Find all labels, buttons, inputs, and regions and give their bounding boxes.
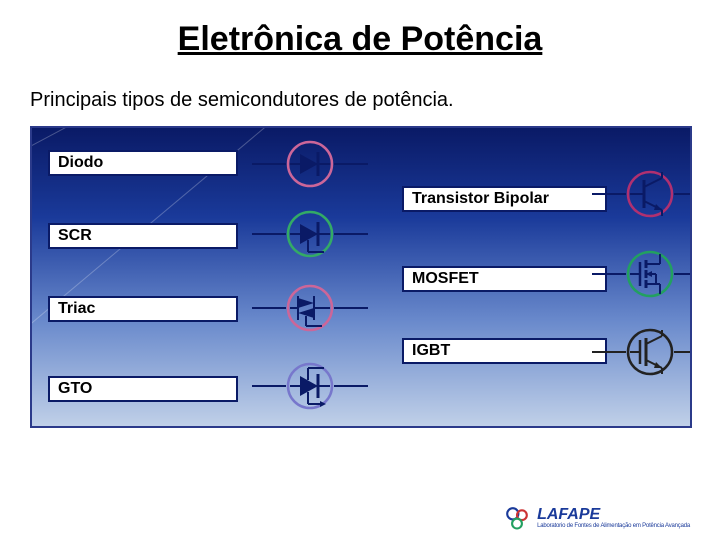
logo: LAFAPE Laboratorio de Fontes de Alimenta…	[503, 504, 690, 532]
right-label-transistor-bipolar: Transistor Bipolar	[402, 186, 607, 212]
bjt-symbol-icon	[626, 170, 674, 218]
left-label-scr: SCR	[48, 223, 238, 249]
gto-symbol-icon	[286, 362, 334, 410]
right-label-mosfet: MOSFET	[402, 266, 607, 292]
triac-symbol-icon	[286, 284, 334, 332]
scr-symbol-icon	[286, 210, 334, 258]
left-label-triac: Triac	[48, 296, 238, 322]
page-subtitle: Principais tipos de semicondutores de po…	[30, 89, 690, 112]
diagram-panel: Diodo SCR Triac GTO Transistor Bipolar MOSFET…	[30, 126, 692, 428]
slide-page: Eletrônica de Potência Principais tipos …	[0, 0, 720, 540]
igbt-symbol-icon	[626, 328, 674, 376]
logo-text: LAFAPE Laboratorio de Fontes de Alimenta…	[537, 507, 690, 529]
left-label-diodo: Diodo	[48, 150, 238, 176]
right-label-igbt: IGBT	[402, 338, 607, 364]
diode-symbol-icon	[286, 140, 334, 188]
left-label-gto: GTO	[48, 376, 238, 402]
logo-sub: Laboratorio de Fontes de Alimentação em …	[537, 523, 690, 529]
page-title: Eletrônica de Potência	[30, 20, 690, 59]
mosfet-symbol-icon	[626, 250, 674, 298]
gear-icon	[503, 504, 531, 532]
logo-main: LAFAPE	[537, 507, 690, 523]
